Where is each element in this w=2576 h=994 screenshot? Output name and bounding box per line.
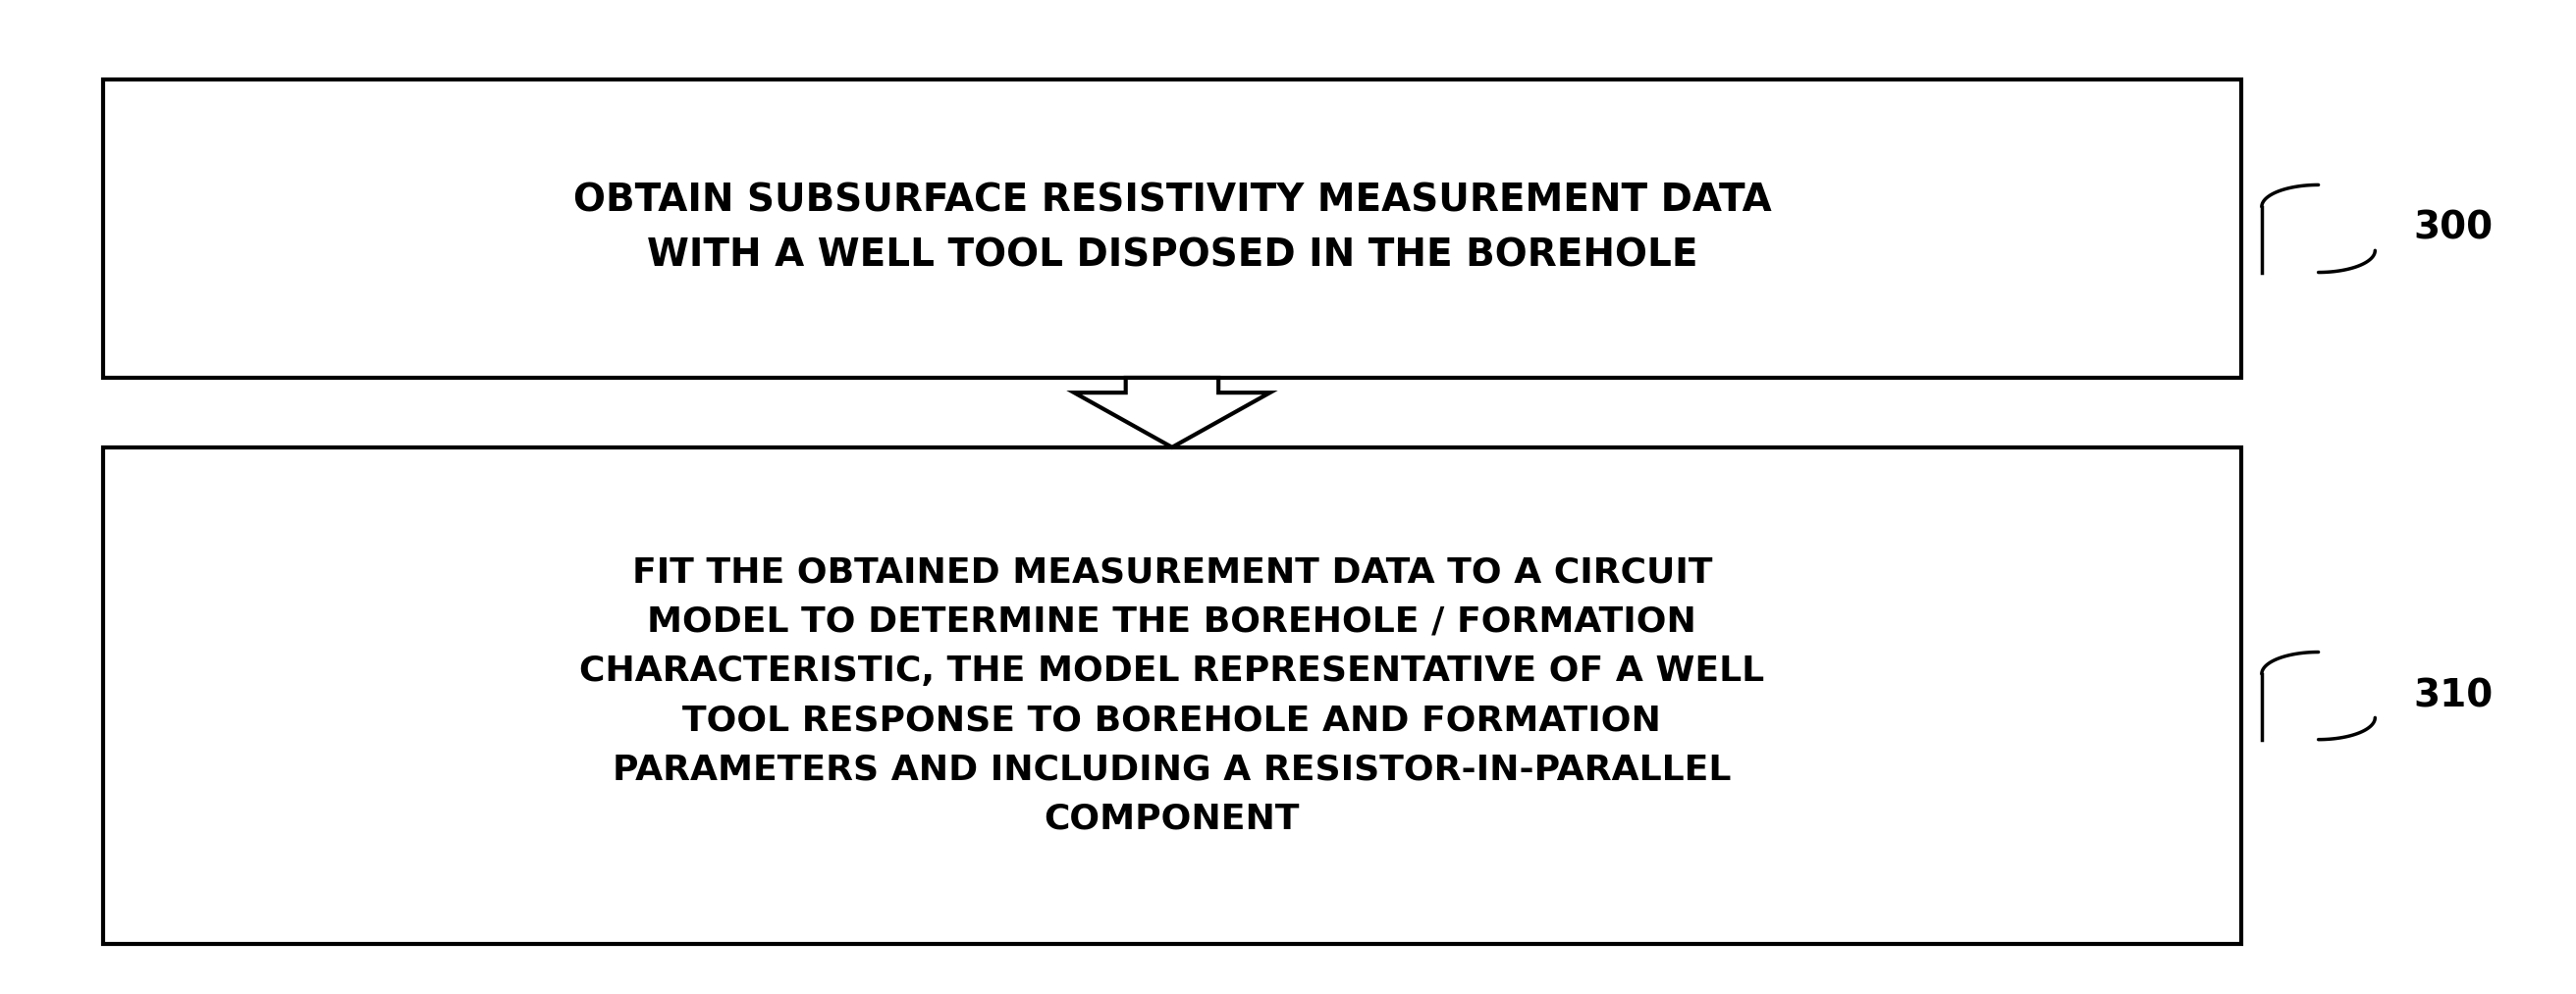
Text: FIT THE OBTAINED MEASUREMENT DATA TO A CIRCUIT
MODEL TO DETERMINE THE BOREHOLE /: FIT THE OBTAINED MEASUREMENT DATA TO A C…	[580, 556, 1765, 836]
Text: 310: 310	[2414, 677, 2494, 715]
Polygon shape	[1074, 378, 1270, 447]
Text: 300: 300	[2414, 210, 2494, 248]
Text: OBTAIN SUBSURFACE RESISTIVITY MEASUREMENT DATA
WITH A WELL TOOL DISPOSED IN THE : OBTAIN SUBSURFACE RESISTIVITY MEASUREMEN…	[572, 183, 1772, 274]
FancyBboxPatch shape	[103, 80, 2241, 378]
FancyBboxPatch shape	[103, 447, 2241, 944]
